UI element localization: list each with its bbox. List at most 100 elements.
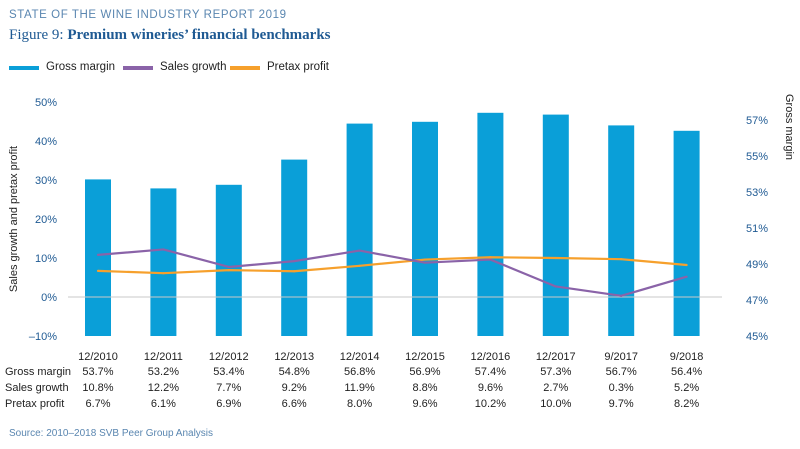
bar-gross-margin-7 bbox=[542, 114, 569, 336]
report-title: STATE OF THE WINE INDUSTRY REPORT 2019 bbox=[9, 9, 287, 21]
table-cell: 6.1% bbox=[150, 398, 176, 410]
table-cell: 7.7% bbox=[216, 382, 242, 394]
point-sales-growth-0 bbox=[96, 253, 100, 256]
table-cell: 10.0% bbox=[540, 398, 572, 410]
legend-label-gross-margin: Gross margin bbox=[46, 61, 116, 73]
table-cell: 10.8% bbox=[82, 382, 114, 394]
point-sales-growth-4 bbox=[358, 249, 361, 252]
legend-swatch-sales-growth bbox=[123, 66, 153, 70]
table-cell: 10.2% bbox=[474, 398, 506, 410]
point-sales-growth-2 bbox=[227, 265, 230, 269]
table-cell: 0.3% bbox=[608, 382, 634, 394]
point-sales-growth-5 bbox=[423, 261, 427, 264]
bar-gross-margin-4 bbox=[346, 123, 373, 336]
figure-title-text: Premium wineries’ financial benchmarks bbox=[67, 27, 331, 43]
table-cell: 6.9% bbox=[216, 398, 242, 410]
point-sales-growth-3 bbox=[293, 260, 296, 263]
x-category-label-0: 12/2010 bbox=[78, 351, 118, 363]
point-pretax-profit-7 bbox=[554, 256, 557, 260]
figure-prefix: Figure 9: bbox=[9, 27, 64, 43]
y-left-tick-label: 0% bbox=[41, 292, 57, 304]
y-left-tick-label: 40% bbox=[35, 136, 57, 148]
y-right-tick-label: 47% bbox=[746, 295, 768, 307]
y-left-tick-label: 30% bbox=[35, 175, 57, 187]
table-cell: 53.2% bbox=[147, 366, 179, 378]
table-row: Pretax profit 6.7% 6.1% 6.9% 6.6% 8.0% 9.6% 10.… bbox=[5, 398, 765, 414]
point-pretax-profit-1 bbox=[162, 272, 165, 275]
x-category-label-7: 12/2017 bbox=[536, 351, 576, 363]
y-left-axis-title: Sales growth and pretax profit bbox=[8, 146, 20, 292]
x-category-label-9: 9/2018 bbox=[670, 351, 704, 363]
y-right-tick-label: 57% bbox=[746, 115, 768, 127]
point-pretax-profit-6 bbox=[489, 256, 492, 259]
y-left-tick-label: 50% bbox=[35, 97, 57, 109]
y-left-tick-label: 10% bbox=[35, 253, 57, 265]
point-pretax-profit-2 bbox=[227, 268, 230, 272]
x-category-label-4: 12/2014 bbox=[340, 351, 380, 363]
table-cell: 9.6% bbox=[412, 398, 438, 410]
table-row-label: Pretax profit bbox=[5, 398, 65, 410]
table-cell: 57.4% bbox=[474, 366, 506, 378]
table-row: Sales growth 10.8% 12.2% 7.7% 9.2% 11.9% 8.8% 9… bbox=[5, 382, 765, 398]
table-cell: 54.8% bbox=[278, 366, 310, 378]
table-cell: 57.3% bbox=[540, 366, 572, 378]
figure-title: Figure 9: Premium wineries’ financial be… bbox=[9, 27, 331, 44]
y-right-tick-label: 55% bbox=[746, 151, 768, 163]
x-category-label-8: 9/2017 bbox=[604, 351, 638, 363]
bar-gross-margin-6 bbox=[477, 112, 504, 336]
table-cell: 56.4% bbox=[670, 366, 703, 378]
line-sales-growth bbox=[97, 248, 687, 297]
y-right-tick-label: 51% bbox=[746, 223, 768, 235]
table-cell: 53.7% bbox=[82, 366, 114, 378]
line-pretax-profit bbox=[97, 256, 687, 275]
point-pretax-profit-0 bbox=[96, 269, 100, 272]
y-right-tick-label: 49% bbox=[746, 259, 768, 271]
table-cell: 53.4% bbox=[213, 366, 245, 378]
bar-gross-margin-1 bbox=[150, 188, 177, 336]
table-cell: 8.2% bbox=[674, 398, 700, 410]
point-pretax-profit-5 bbox=[423, 258, 427, 261]
table-cell: 56.8% bbox=[343, 366, 376, 378]
table-cell: 5.2% bbox=[674, 382, 700, 394]
bar-gross-margin-3 bbox=[281, 159, 308, 336]
point-sales-growth-1 bbox=[162, 248, 165, 251]
point-sales-growth-9 bbox=[685, 275, 688, 278]
table-cell: 11.9% bbox=[344, 382, 375, 394]
bar-gross-margin-8 bbox=[608, 125, 635, 337]
source-note: Source: 2010–2018 SVB Peer Group Analysi… bbox=[9, 428, 214, 439]
table-row-label: Gross margin bbox=[5, 366, 72, 378]
table-cell: 6.7% bbox=[85, 398, 111, 410]
table-cell: 9.2% bbox=[281, 382, 307, 394]
x-category-label-3: 12/2013 bbox=[274, 351, 314, 363]
table-cell: 56.9% bbox=[409, 366, 441, 378]
y-left-tick-label: 20% bbox=[35, 214, 57, 226]
legend-swatch-gross-margin bbox=[9, 66, 39, 70]
table-cell: 8.0% bbox=[347, 398, 373, 410]
point-sales-growth-6 bbox=[489, 258, 492, 261]
x-category-label-2: 12/2012 bbox=[209, 351, 249, 363]
bar-gross-margin-9 bbox=[673, 130, 700, 336]
table-cell: 6.6% bbox=[281, 398, 307, 410]
table-row: Gross margin 53.7% 53.2% 53.4% 54.8% 56.8% 56.… bbox=[5, 366, 765, 382]
point-sales-growth-8 bbox=[620, 294, 623, 297]
point-pretax-profit-8 bbox=[620, 258, 623, 261]
legend-label-sales-growth: Sales growth bbox=[160, 61, 227, 73]
point-pretax-profit-3 bbox=[293, 270, 296, 273]
x-category-label-1: 12/2011 bbox=[144, 351, 183, 363]
table-cell: 56.7% bbox=[605, 366, 637, 378]
table-cell: 12.2% bbox=[147, 382, 179, 394]
legend-label-pretax-profit: Pretax profit bbox=[267, 61, 329, 73]
table-cell: 9.7% bbox=[608, 398, 634, 410]
point-pretax-profit-9 bbox=[685, 263, 688, 267]
point-pretax-profit-4 bbox=[358, 264, 361, 267]
x-category-label-6: 12/2016 bbox=[471, 351, 511, 363]
y-right-tick-label: 45% bbox=[746, 331, 768, 343]
y-right-tick-label: 53% bbox=[746, 187, 768, 199]
table-cell: 8.8% bbox=[412, 382, 438, 394]
x-category-label-5: 12/2015 bbox=[405, 351, 445, 363]
bar-gross-margin-0 bbox=[85, 179, 111, 336]
table-row-label: Sales growth bbox=[5, 382, 69, 394]
bar-gross-margin-2 bbox=[215, 184, 242, 336]
legend-swatch-pretax-profit bbox=[230, 66, 260, 70]
